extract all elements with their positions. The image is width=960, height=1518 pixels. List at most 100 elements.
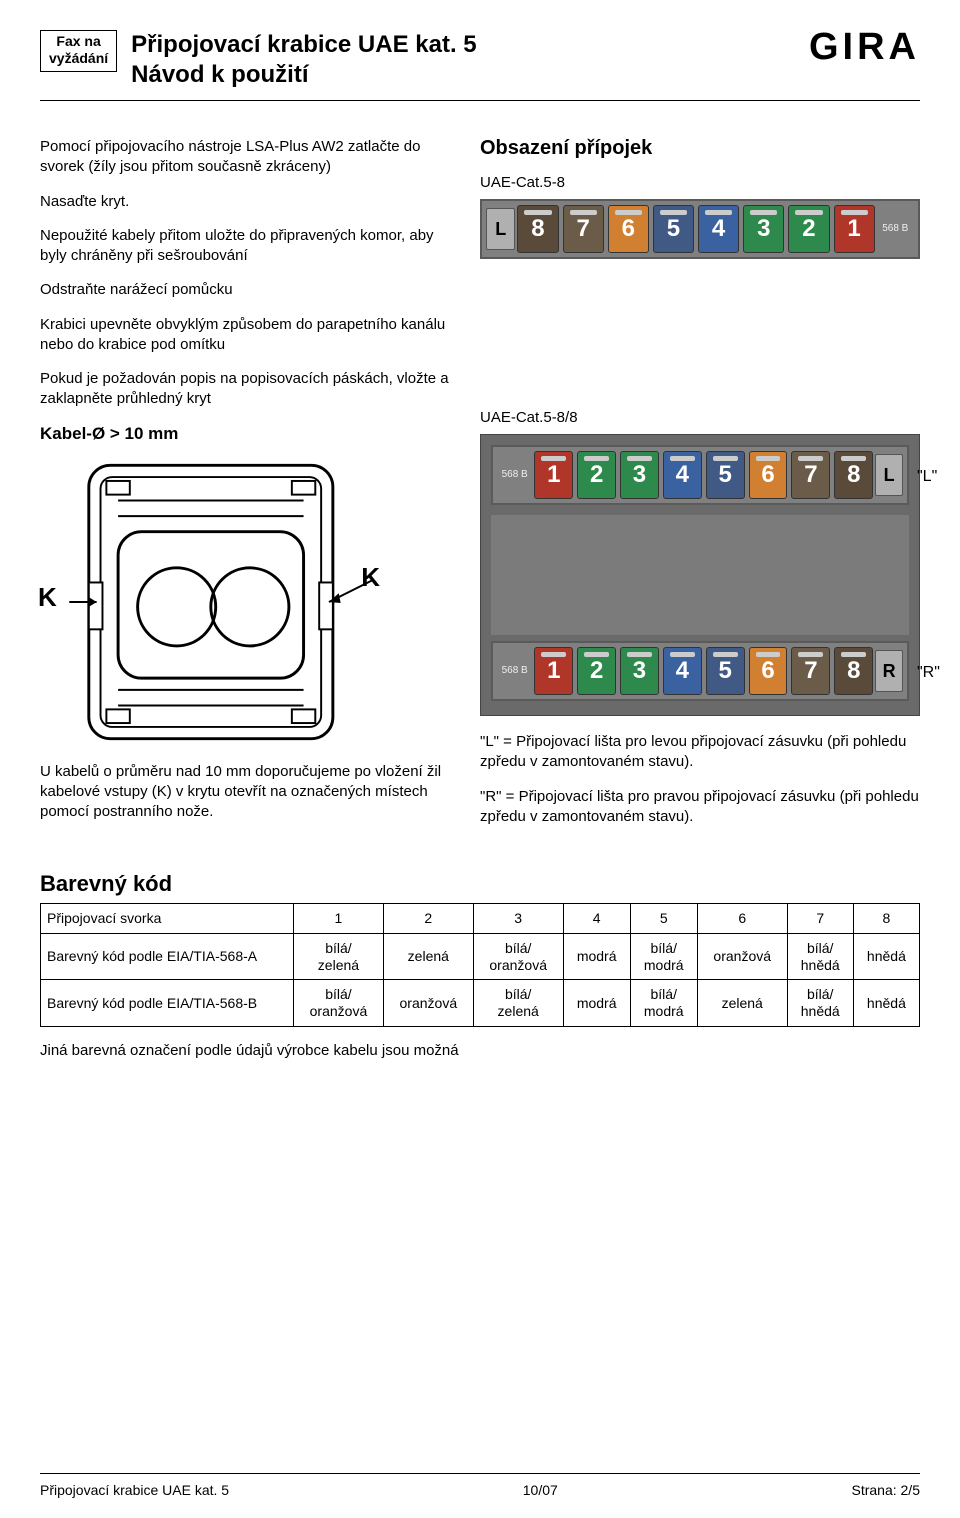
colorcode-head-cell: 6 xyxy=(697,904,787,934)
doc-title-2: Návod k použití xyxy=(131,60,799,90)
colorcode-head-cell: 8 xyxy=(853,904,919,934)
colorcode-cell: bílá/modrá xyxy=(630,933,697,980)
strip-left-label: 568 B xyxy=(497,470,532,480)
strip-end-right: R xyxy=(875,650,903,692)
terminal-block: 4 xyxy=(698,205,739,253)
terminal-block: 3 xyxy=(620,451,659,499)
terminal-block: 1 xyxy=(534,451,573,499)
instruction-p3: Nepoužité kabely přitom uložte do připra… xyxy=(40,226,450,267)
colorcode-heading: Barevný kód xyxy=(40,871,920,897)
terminal-strip-88-bottom: 568 B12345678R xyxy=(491,641,909,701)
colorcode-row-label: Barevný kód podle EIA/TIA-568-A xyxy=(41,933,294,980)
strip-left-label: 568 B xyxy=(497,666,532,676)
footer-right: Strana: 2/5 xyxy=(851,1482,920,1498)
desc-R: "R" = Připojovací lišta pro pravou připo… xyxy=(480,787,920,828)
colorcode-cell: oranžová xyxy=(697,933,787,980)
k-label-left: K xyxy=(38,582,57,613)
terminal-photo-88: 568 B12345678L "L" 568 B12345678R "R" xyxy=(480,434,920,716)
connections-heading: Obsazení přípojek xyxy=(480,137,920,160)
header: Fax na vyžádání Připojovací krabice UAE … xyxy=(40,30,920,90)
instruction-p1: Pomocí připojovacího nástroje LSA-Plus A… xyxy=(40,137,450,178)
terminal-block: 5 xyxy=(706,451,745,499)
desc-L: "L" = Připojovací lišta pro levou připoj… xyxy=(480,732,920,773)
colorcode-head-cell: 4 xyxy=(563,904,630,934)
colorcode-cell: zelená xyxy=(383,933,473,980)
colorcode-head-cell: 7 xyxy=(787,904,853,934)
terminal-block: 2 xyxy=(577,451,616,499)
fax-line1: Fax na xyxy=(49,33,108,50)
title-block: Připojovací krabice UAE kat. 5 Návod k p… xyxy=(131,30,799,90)
callout-L: "L" xyxy=(917,468,937,486)
instruction-p5: Krabici upevněte obvyklým způsobem do pa… xyxy=(40,315,450,356)
terminal-block: 3 xyxy=(620,647,659,695)
colorcode-head-cell: 5 xyxy=(630,904,697,934)
colorcode-cell: modrá xyxy=(563,933,630,980)
colorcode-cell: bílá/zelená xyxy=(294,933,384,980)
terminal-block: 8 xyxy=(834,451,873,499)
colorcode-cell: hnědá xyxy=(853,980,919,1027)
doc-title-1: Připojovací krabice UAE kat. 5 xyxy=(131,30,799,60)
strip-end-right: L xyxy=(875,454,903,496)
colorcode-cell: oranžová xyxy=(383,980,473,1027)
colorcode-cell: bílá/zelená xyxy=(473,980,563,1027)
terminal-block: 2 xyxy=(788,205,829,253)
terminal-block: 7 xyxy=(791,647,830,695)
colorcode-head-cell: 1 xyxy=(294,904,384,934)
colorcode-row-label: Barevný kód podle EIA/TIA-568-B xyxy=(41,980,294,1027)
terminal-block: 6 xyxy=(749,647,788,695)
colorcode-table: Připojovací svorka12345678 Barevný kód p… xyxy=(40,903,920,1027)
footer-left: Připojovací krabice UAE kat. 5 xyxy=(40,1482,229,1498)
terminal-block: 1 xyxy=(534,647,573,695)
footer: Připojovací krabice UAE kat. 5 10/07 Str… xyxy=(40,1473,920,1498)
footer-center: 10/07 xyxy=(523,1482,558,1498)
instruction-p4: Odstraňte narážecí pomůcku xyxy=(40,280,450,300)
below-diagram-p: U kabelů o průměru nad 10 mm doporučujem… xyxy=(40,762,450,823)
terminal-strip-88-top: 568 B12345678L xyxy=(491,445,909,505)
colorcode-head-cell: 3 xyxy=(473,904,563,934)
terminal-block: 8 xyxy=(834,647,873,695)
k-label-right: K xyxy=(361,562,380,593)
terminal-block: 7 xyxy=(563,205,604,253)
terminal-block: 2 xyxy=(577,647,616,695)
colorcode-cell: bílá/hnědá xyxy=(787,933,853,980)
terminal-block: 4 xyxy=(663,647,702,695)
colorcode-head-cell: 2 xyxy=(383,904,473,934)
terminal-block: 6 xyxy=(749,451,788,499)
cat58-label: UAE-Cat.5-8 xyxy=(480,174,920,191)
colorcode-cell: modrá xyxy=(563,980,630,1027)
strip-88-bottom-row: 568 B12345678R "R" xyxy=(491,641,909,705)
colorcode-head-cell: Připojovací svorka xyxy=(41,904,294,934)
terminal-block: 8 xyxy=(517,205,558,253)
fax-box: Fax na vyžádání xyxy=(40,30,117,72)
left-column: Pomocí připojovacího nástroje LSA-Plus A… xyxy=(40,137,450,841)
colorcode-cell: zelená xyxy=(697,980,787,1027)
terminal-block: 3 xyxy=(743,205,784,253)
terminal-block: 5 xyxy=(653,205,694,253)
terminal-block: 7 xyxy=(791,451,830,499)
header-divider xyxy=(40,100,920,101)
terminal-block: 4 xyxy=(663,451,702,499)
k-diagram: K K xyxy=(40,452,450,752)
instruction-p2: Nasaďte kryt. xyxy=(40,192,450,212)
colorcode-cell: bílá/oranžová xyxy=(473,933,563,980)
colorcode-cell: bílá/oranžová xyxy=(294,980,384,1027)
callout-R: "R" xyxy=(917,664,940,682)
right-column: Obsazení přípojek UAE-Cat.5-8 L876543215… xyxy=(480,137,920,841)
colorcode-note: Jiná barevná označení podle údajů výrobc… xyxy=(40,1041,920,1061)
instruction-p6: Pokud je požadován popis na popisovacích… xyxy=(40,369,450,410)
strip-88-top-row: 568 B12345678L "L" xyxy=(491,445,909,509)
strip-end-left: L xyxy=(486,208,515,250)
colorcode-cell: hnědá xyxy=(853,933,919,980)
colorcode-cell: bílá/modrá xyxy=(630,980,697,1027)
terminal-block: 1 xyxy=(834,205,875,253)
fax-line2: vyžádání xyxy=(49,50,108,67)
brand-logo: GIRA xyxy=(809,26,920,69)
terminal-strip-58: L87654321568 B xyxy=(480,199,920,259)
terminal-block: 5 xyxy=(706,647,745,695)
terminal-block: 6 xyxy=(608,205,649,253)
colorcode-cell: bílá/hnědá xyxy=(787,980,853,1027)
cat588-label: UAE-Cat.5-8/8 xyxy=(480,409,920,426)
strip-right-label: 568 B xyxy=(877,224,914,234)
kabel-heading: Kabel-Ø > 10 mm xyxy=(40,424,450,444)
k-svg xyxy=(40,452,450,752)
